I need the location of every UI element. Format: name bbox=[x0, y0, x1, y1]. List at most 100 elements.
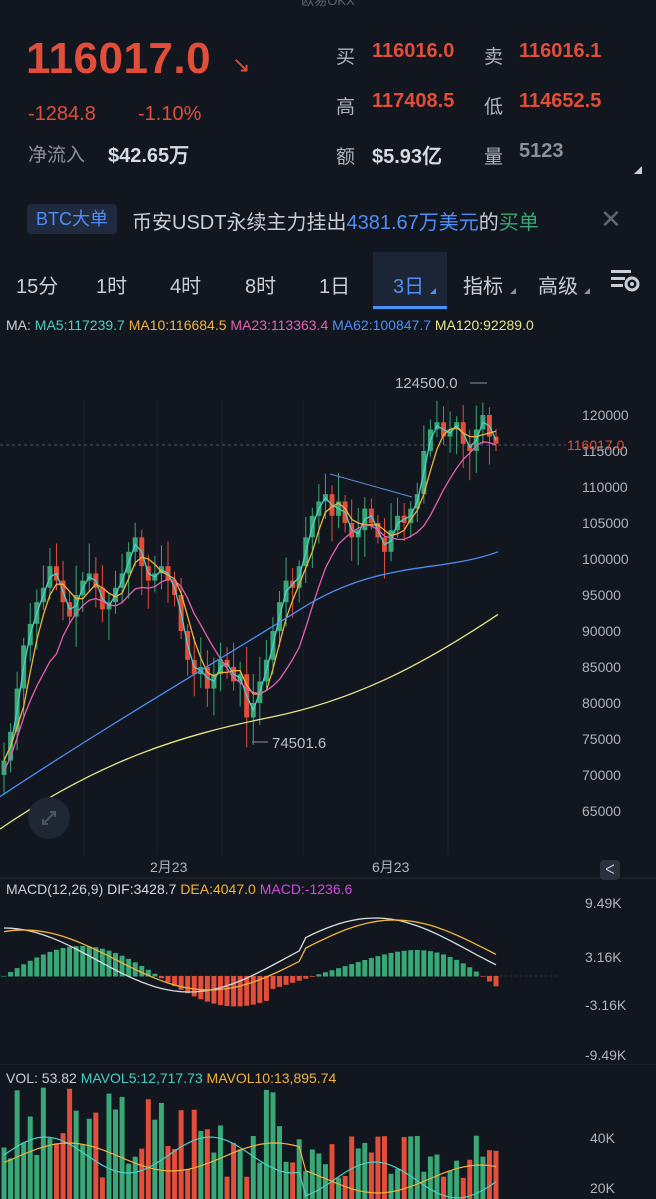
macd-bar bbox=[178, 976, 184, 990]
macd-bar bbox=[67, 946, 73, 977]
volume-bar bbox=[447, 1170, 453, 1199]
volume-chart: 40K 20K bbox=[1, 1087, 616, 1199]
macd-bar bbox=[40, 954, 46, 977]
macd-bar bbox=[14, 968, 20, 977]
volume-bar bbox=[309, 1149, 315, 1199]
volume-bar bbox=[460, 1177, 466, 1199]
macd-bar bbox=[27, 960, 33, 977]
macd-bar bbox=[290, 976, 296, 983]
tab-timeframe-4[interactable]: 1日 bbox=[319, 276, 351, 298]
macd-bar bbox=[395, 951, 401, 977]
macd-bar bbox=[152, 973, 158, 977]
net-inflow-label: 净流入 bbox=[28, 145, 86, 166]
dropdown-caret-icon bbox=[584, 288, 590, 294]
ma-legend-item-2: MA10:116684.5 bbox=[128, 317, 231, 333]
vol-axis-label: 40K bbox=[590, 1130, 616, 1146]
tab-timeframe-1[interactable]: 1时 bbox=[96, 276, 128, 298]
macd-bar bbox=[231, 976, 237, 1007]
tab-timeframe-0[interactable]: 15分 bbox=[16, 276, 59, 298]
volume-bar bbox=[139, 1148, 145, 1199]
macd-bar bbox=[309, 976, 315, 977]
volume-bar bbox=[362, 1142, 368, 1199]
macd-bar bbox=[480, 976, 486, 977]
macd-bar bbox=[185, 976, 191, 994]
volume-bar bbox=[408, 1136, 414, 1199]
volume-bar bbox=[257, 1162, 263, 1199]
ma-legend-item-5: MA120:92289.0 bbox=[434, 317, 534, 333]
macd-axis-label: 9.49K bbox=[585, 895, 622, 911]
tab-timeframe-2[interactable]: 4时 bbox=[170, 276, 202, 298]
macd-bar bbox=[408, 950, 414, 977]
volume-bar bbox=[113, 1109, 119, 1199]
macd-bar bbox=[381, 954, 387, 977]
macd-axis-label: -3.16K bbox=[585, 997, 627, 1013]
volume-bar bbox=[145, 1099, 151, 1199]
timeframe-active-bg bbox=[373, 252, 447, 310]
macd-bar bbox=[441, 954, 447, 977]
macd-bar bbox=[73, 946, 79, 977]
stat-value-0: 116016.0 bbox=[372, 40, 455, 62]
volume-bar bbox=[27, 1116, 33, 1199]
date-axis-label: 6月23 bbox=[372, 859, 410, 875]
volume-bar bbox=[329, 1144, 335, 1199]
stat-label-1: 卖 bbox=[484, 47, 504, 68]
volume-bar bbox=[126, 1163, 132, 1199]
macd-bar bbox=[375, 956, 381, 977]
volume-bar bbox=[454, 1160, 460, 1199]
macd-bar bbox=[53, 949, 59, 977]
macd-bar bbox=[93, 947, 99, 977]
volume-bar bbox=[106, 1093, 112, 1199]
macd-bar bbox=[473, 971, 479, 977]
candle-body bbox=[493, 436, 499, 444]
volume-bar bbox=[349, 1136, 355, 1199]
stat-value-2: 117408.5 bbox=[372, 90, 455, 112]
ma-legend-item-3: MA23:113363.4 bbox=[230, 317, 333, 333]
big-order-message[interactable]: 币安USDT永续主力挂出4381.67万美元的买单 bbox=[132, 206, 539, 235]
chart-settings-icon[interactable] bbox=[609, 266, 641, 294]
close-icon[interactable]: ✕ bbox=[600, 204, 622, 234]
tab-timeframe-5[interactable]: 3日 bbox=[393, 276, 425, 298]
price-axis-label: 75000 bbox=[582, 731, 621, 747]
ma10-line bbox=[3, 426, 497, 761]
tab-timeframe-3[interactable]: 8时 bbox=[245, 276, 277, 298]
message-mid: 的 bbox=[478, 212, 499, 234]
macd-bar bbox=[270, 976, 276, 989]
big-order-badge[interactable]: BTC大单 bbox=[27, 204, 117, 234]
volume-bar bbox=[480, 1156, 486, 1199]
macd-bar bbox=[316, 974, 322, 977]
collapse-indicator-button[interactable]: ᐸ bbox=[600, 860, 620, 880]
ma-legend-item-1: MA5:117239.7 bbox=[34, 317, 129, 333]
macd-bar bbox=[296, 976, 302, 981]
macd-bar bbox=[113, 952, 119, 977]
macd-bar bbox=[342, 966, 348, 977]
volume-bar bbox=[401, 1137, 407, 1199]
stat-label-4: 额 bbox=[336, 147, 356, 168]
vol-legend-item-2: MAVOL10:13,895.74 bbox=[206, 1070, 337, 1086]
macd-bar bbox=[486, 976, 492, 982]
tab-timeframe-7[interactable]: 高级 bbox=[538, 276, 578, 298]
tab-timeframe-6[interactable]: 指标 bbox=[463, 276, 503, 298]
volume-bar bbox=[152, 1119, 158, 1199]
macd-legend-item-3: MACD:-1236.6 bbox=[259, 881, 353, 897]
macd-bar bbox=[139, 965, 145, 977]
volume-bar bbox=[1, 1147, 7, 1199]
ma120-line bbox=[0, 613, 499, 830]
macd-bar bbox=[119, 955, 125, 977]
stat-label-5: 量 bbox=[484, 147, 504, 168]
dea-line bbox=[3, 919, 497, 991]
drawn-trendline bbox=[329, 473, 413, 498]
dif-line bbox=[3, 917, 497, 993]
fullscreen-button[interactable] bbox=[28, 797, 70, 839]
candlestick-chart[interactable]: 120000 115000 110000 105000 100000 95000 90000… bbox=[0, 300, 656, 880]
macd-axis-label: -9.49K bbox=[585, 1047, 627, 1063]
timeframe-active-underline bbox=[373, 306, 447, 309]
volume-bar bbox=[185, 1169, 191, 1199]
macd-bar bbox=[244, 976, 250, 1006]
macd-legend: MACD(12,26,9) DIF:3428.7 DEA:4047.0 MACD… bbox=[6, 881, 352, 897]
volume-bar bbox=[244, 1176, 250, 1199]
macd-bar bbox=[80, 946, 86, 977]
expand-stats-icon[interactable] bbox=[634, 166, 642, 174]
macd-bar bbox=[329, 970, 335, 977]
volume-bar bbox=[165, 1145, 171, 1199]
stat-value-5: 5123 bbox=[519, 140, 564, 162]
